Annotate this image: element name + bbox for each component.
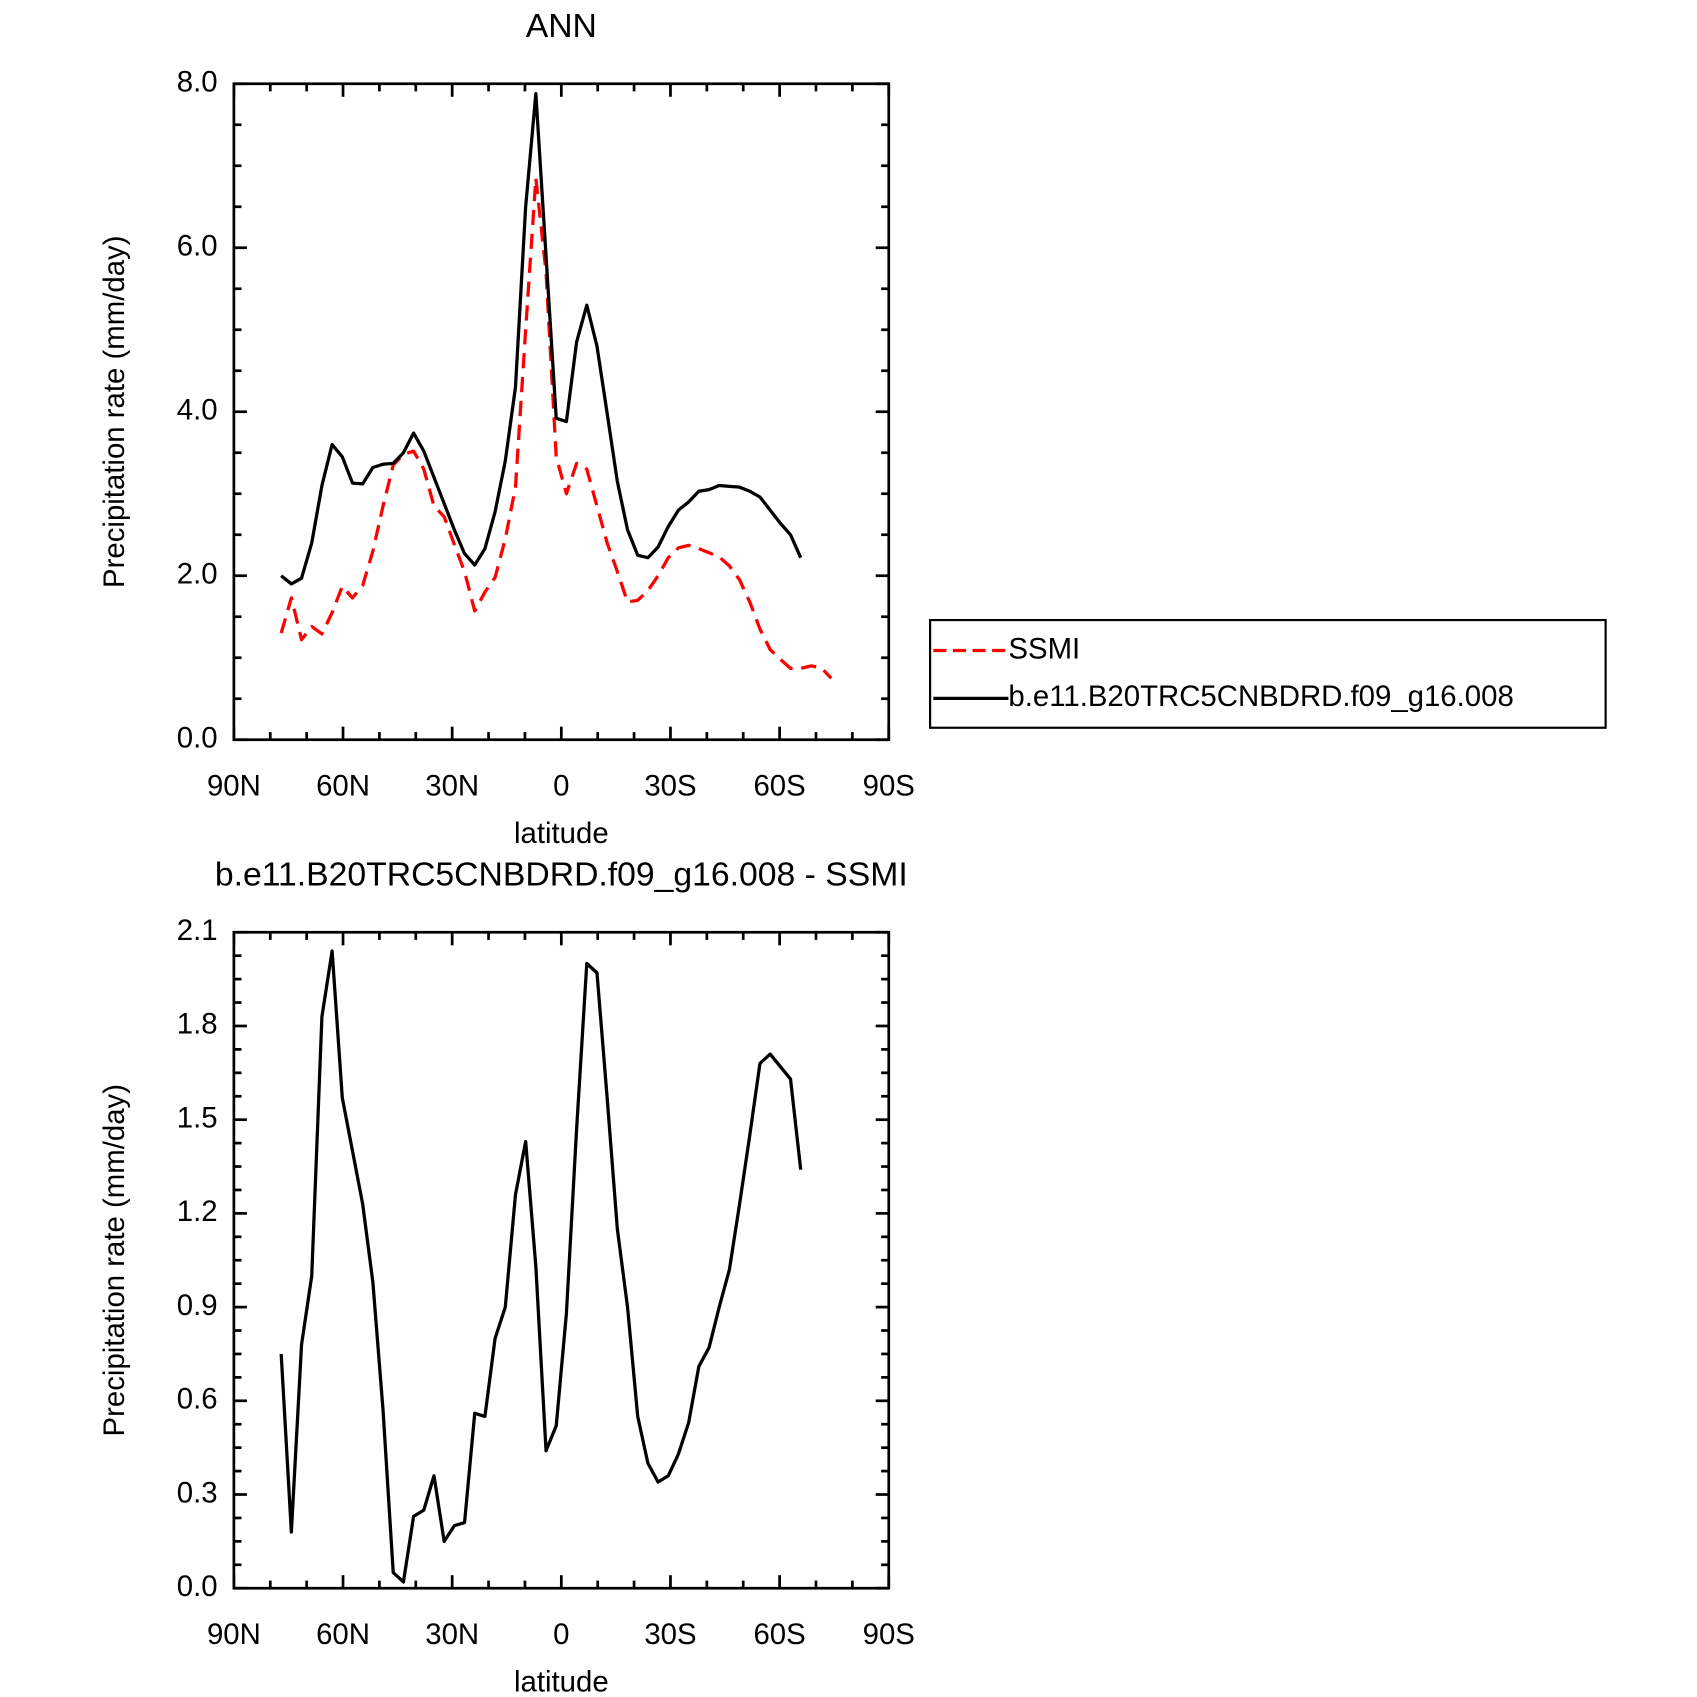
x-axis-label: latitude [514,1666,609,1697]
plot-frame [232,82,891,742]
x-tick-label: 60N [316,1618,370,1651]
y-tick-label: 0.3 [177,1476,218,1509]
y-tick-label: 0.0 [177,721,218,754]
legend-box [928,618,1607,729]
y-tick-label: 0.9 [177,1289,218,1322]
x-tick-label: 60S [753,1618,805,1651]
x-tick-label: 30N [425,1618,479,1651]
y-tick-label: 1.5 [177,1101,218,1134]
y-tick-label: 4.0 [177,394,218,427]
legend-label: b.e11.B20TRC5CNBDRD.f09_g16.008 [1008,680,1513,713]
x-tick-label: 60S [753,769,805,802]
x-tick-label: 30N [425,769,479,802]
y-tick-label: 2.0 [177,557,218,590]
legend-label: SSMI [1008,632,1080,665]
chart-title: b.e11.B20TRC5CNBDRD.f09_g16.008 - SSMI [215,856,908,894]
y-axis-label: Precipitation rate (mm/day) [98,236,131,588]
x-tick-label: 90S [863,1618,915,1651]
x-tick-label: 30S [644,1618,696,1651]
x-tick-label: 0 [553,1618,569,1651]
y-tick-label: 1.2 [177,1195,218,1228]
y-axis-label: Precipitation rate (mm/day) [98,1084,131,1436]
plot-frame [232,930,891,1590]
y-tick-label: 2.1 [177,914,218,947]
y-tick-label: 1.8 [177,1008,218,1041]
x-tick-label: 60N [316,769,370,802]
x-tick-label: 90N [207,1618,261,1651]
chart-title: ANN [526,7,597,45]
y-tick-label: 8.0 [177,66,218,99]
x-tick-label: 0 [553,769,569,802]
x-tick-label: 90S [863,769,915,802]
y-tick-label: 0.0 [177,1570,218,1603]
x-tick-label: 30S [644,769,696,802]
series-line [279,949,803,1584]
y-tick-label: 6.0 [177,230,218,263]
x-axis-label: latitude [514,817,609,850]
y-tick-label: 0.6 [177,1383,218,1416]
series-line [279,176,833,680]
x-tick-label: 90N [207,769,261,802]
series-line [280,91,803,586]
